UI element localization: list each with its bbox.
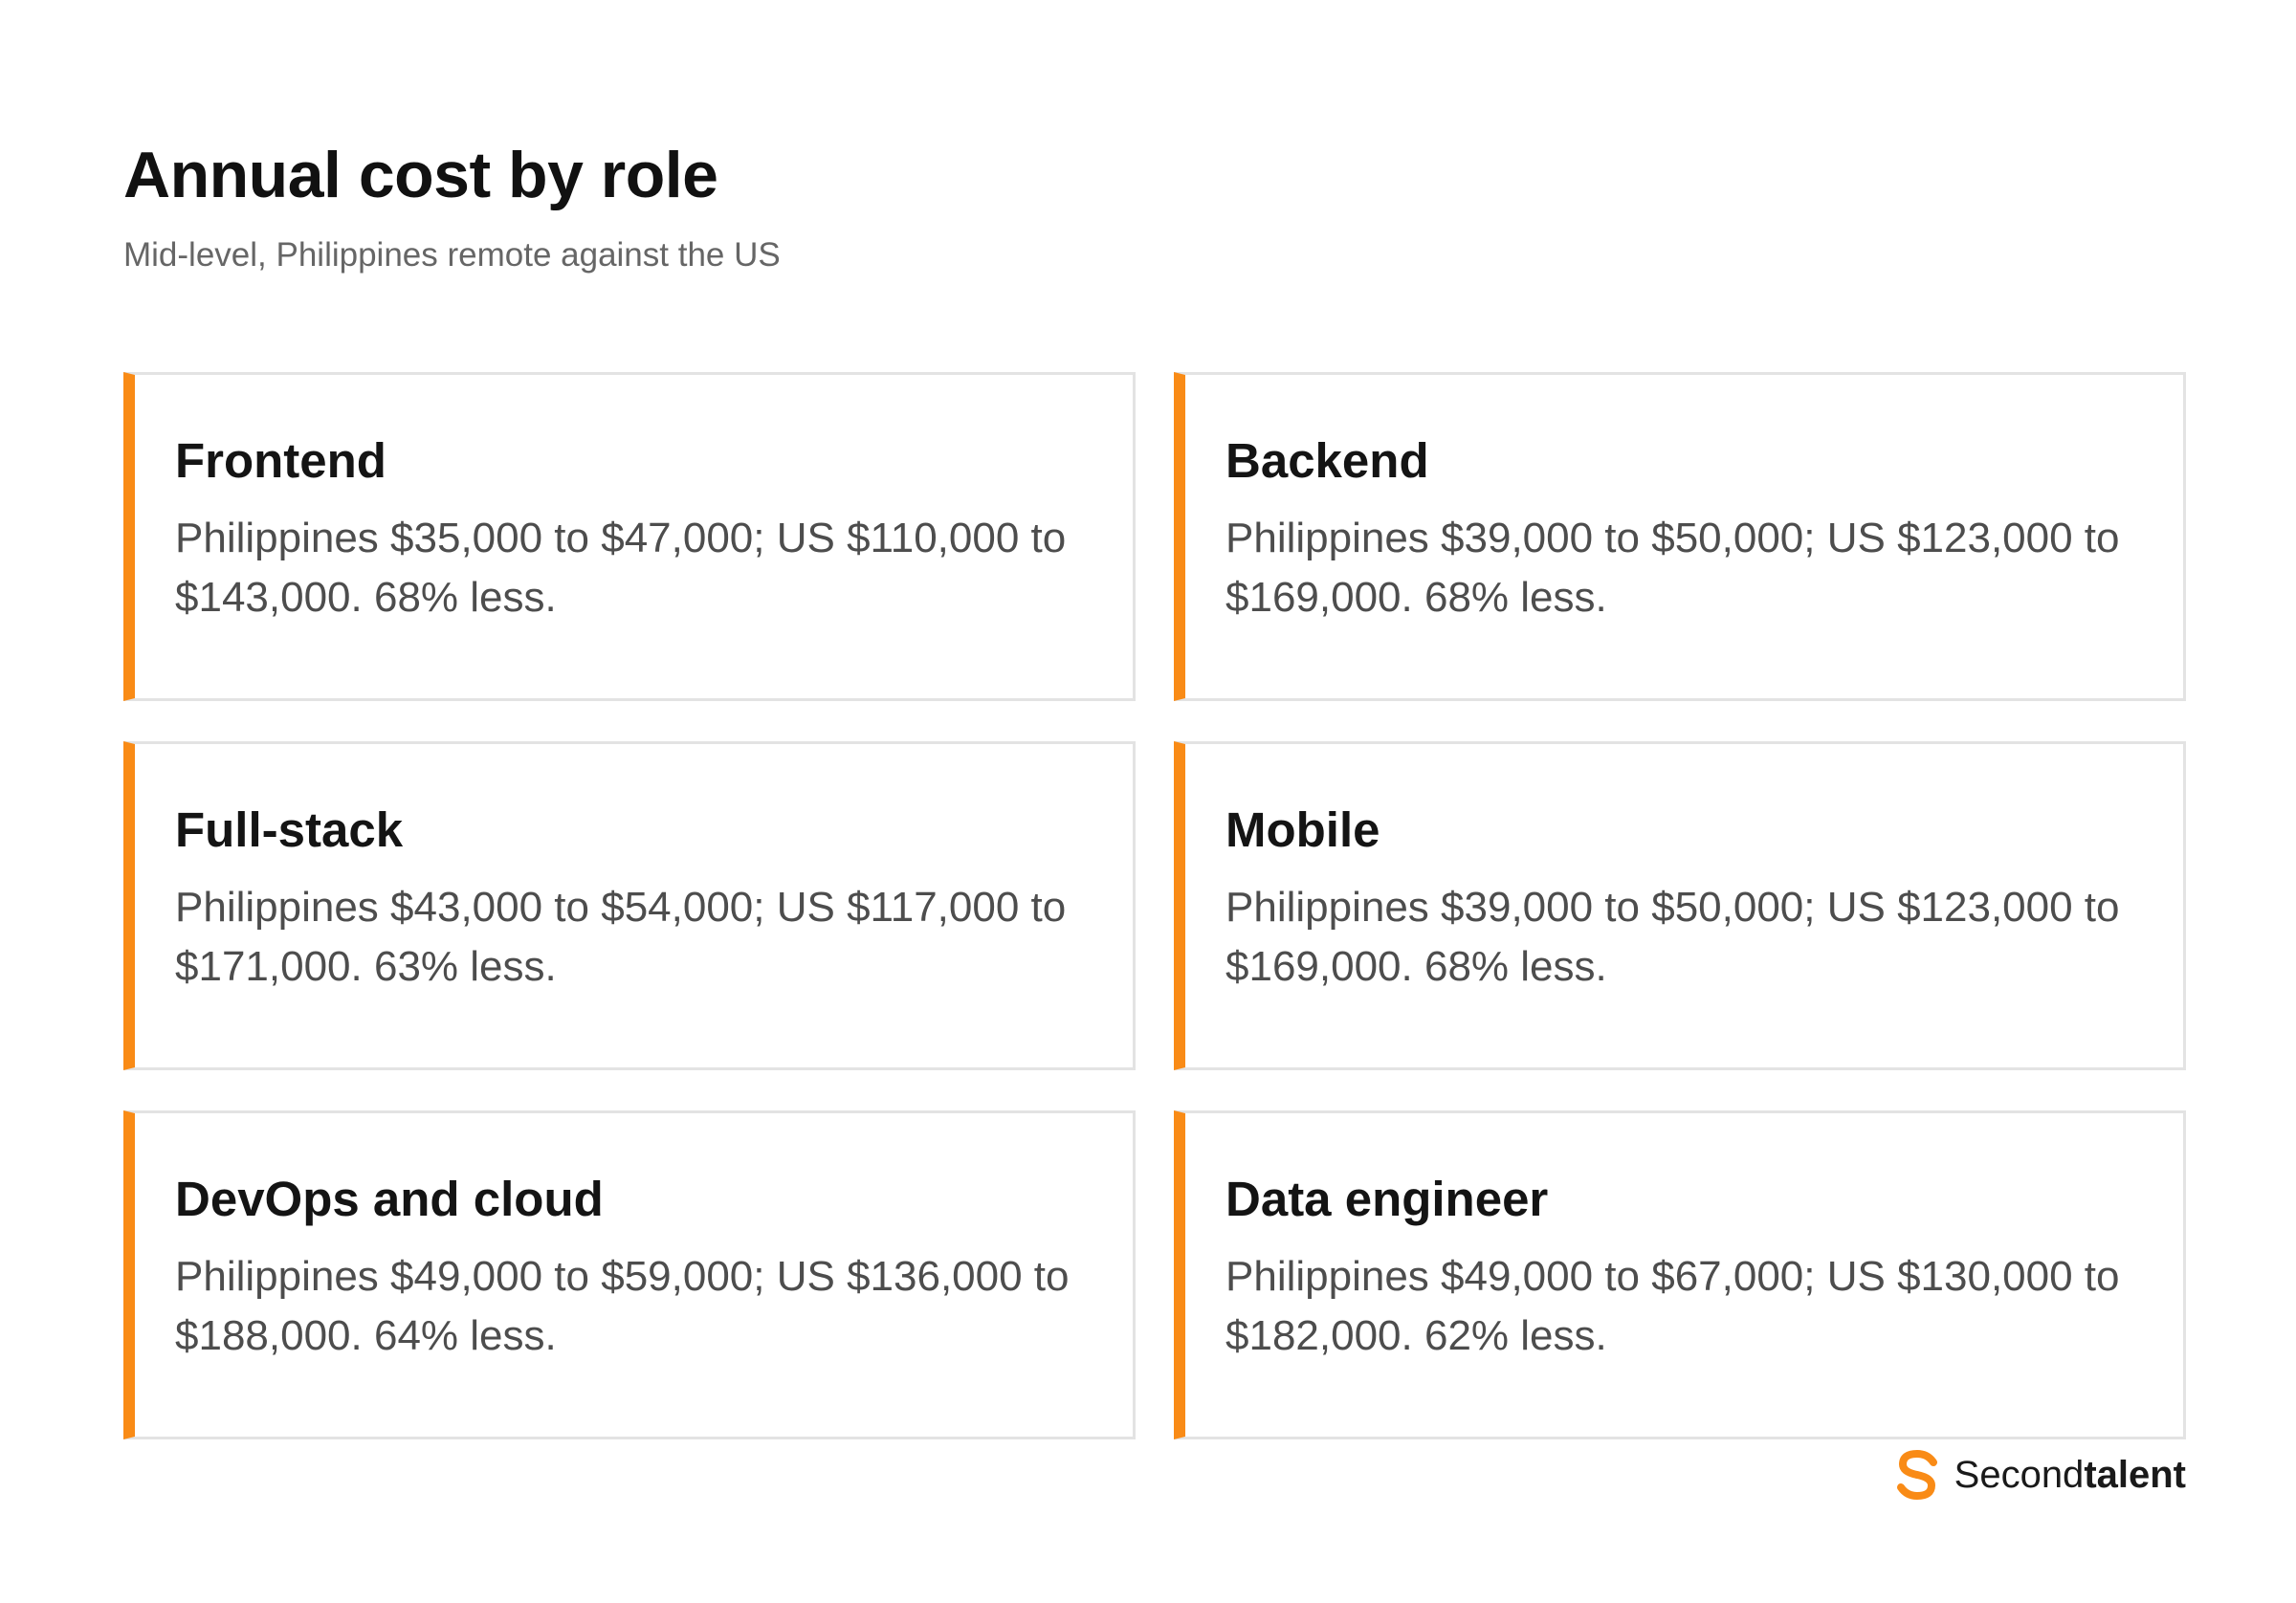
role-card-title: Data engineer (1225, 1172, 1549, 1226)
role-card-text: Philippines $35,000 to $47,000; US $110,… (175, 515, 1067, 622)
role-card-frontend: Frontend Philippines $35,000 to $47,000;… (123, 372, 1136, 701)
role-card-backend: Backend Philippines $39,000 to $50,000; … (1174, 372, 2186, 701)
page-subtitle: Mid-level, Philippines remote against th… (123, 236, 781, 274)
role-card-title: DevOps and cloud (175, 1172, 604, 1226)
brand-name-second: Second (1954, 1454, 2085, 1496)
role-card-title: Full-stack (175, 802, 404, 857)
role-card-mobile: Mobile Philippines $39,000 to $50,000; U… (1174, 741, 2186, 1070)
role-card-title: Mobile (1225, 802, 1380, 857)
brand-name: Secondtalent (1954, 1456, 2186, 1494)
page-title: Annual cost by role (123, 139, 718, 211)
role-card-text: Philippines $49,000 to $67,000; US $130,… (1225, 1253, 2120, 1360)
brand-name-talent: talent (2084, 1454, 2186, 1496)
secondtalent-logo-icon (1896, 1450, 1937, 1500)
role-card-text: Philippines $43,000 to $54,000; US $117,… (175, 884, 1067, 991)
brand-logo: Secondtalent (1891, 1449, 2186, 1501)
role-card-text: Philippines $39,000 to $50,000; US $123,… (1225, 884, 2120, 991)
role-card-title: Frontend (175, 433, 386, 488)
role-card-full-stack: Full-stack Philippines $43,000 to $54,00… (123, 741, 1136, 1070)
role-card-text: Philippines $49,000 to $59,000; US $136,… (175, 1253, 1070, 1360)
role-card-devops-and-cloud: DevOps and cloud Philippines $49,000 to … (123, 1110, 1136, 1439)
role-card-title: Backend (1225, 433, 1429, 488)
role-card-text: Philippines $39,000 to $50,000; US $123,… (1225, 515, 2120, 622)
role-card-data-engineer: Data engineer Philippines $49,000 to $67… (1174, 1110, 2186, 1439)
role-card-grid: Frontend Philippines $35,000 to $47,000;… (123, 372, 2186, 1439)
